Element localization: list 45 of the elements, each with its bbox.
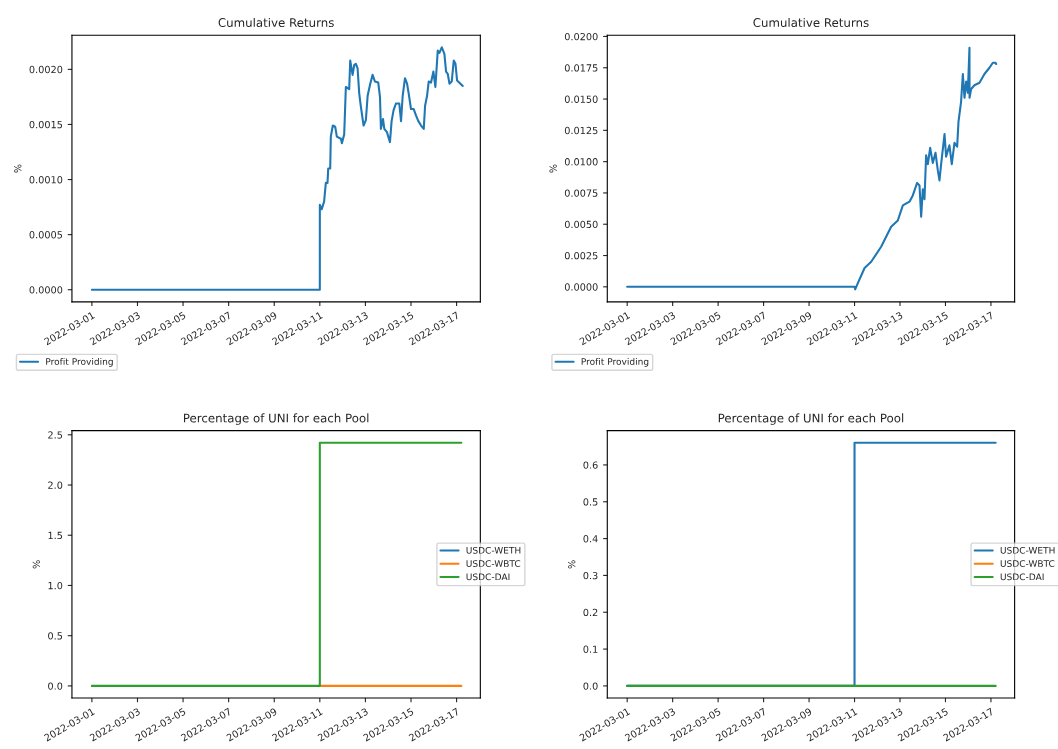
y-tick-label: 0.0020 [29, 65, 63, 74]
y-tick-label: 0.0100 [564, 158, 598, 166]
y-tick-label: 0.0050 [564, 220, 598, 229]
legend-label: Profit Providing [581, 357, 649, 367]
y-tick-label: 0.1 [583, 645, 598, 653]
line-series [90, 46, 464, 291]
y-axis-title: % [14, 164, 22, 173]
y-axis-title: % [549, 164, 557, 173]
legend-label: USDC-DAI [1000, 573, 1044, 581]
y-tick-label: 0.0010 [29, 176, 63, 184]
y-tick-label: 0.0200 [564, 32, 598, 41]
y-tick-label: 0.0175 [564, 64, 598, 72]
y-tick-label: 2.0 [48, 481, 63, 489]
y-tick-label: 0.0 [48, 682, 63, 690]
y-tick-label: 0.0000 [564, 283, 598, 291]
y-tick-label: 0.0005 [29, 231, 63, 239]
y-tick-label: 0.0025 [564, 252, 598, 260]
chart-title: Cumulative Returns [218, 17, 334, 28]
legend-label: USDC-WETH [466, 546, 521, 554]
chart-title: Percentage of UNI for each Pool [183, 413, 369, 425]
legend-label: USDC-WBTC [1000, 560, 1055, 567]
y-tick-label: 0.0125 [564, 126, 598, 135]
y-tick-label: 0.2 [583, 608, 598, 617]
legend-label: USDC-WBTC [466, 560, 521, 567]
y-axis-title: % [568, 560, 576, 569]
y-tick-label: 0.5 [583, 498, 598, 506]
y-tick-label: 0.0015 [29, 120, 63, 129]
y-tick-label: 0.0075 [564, 189, 598, 197]
legend-label: USDC-WETH [1000, 546, 1055, 554]
legend-label: Profit Providing [46, 357, 113, 367]
y-tick-label: 1.5 [48, 531, 63, 540]
y-tick-label: 0.6 [583, 461, 598, 469]
chart-title: Percentage of UNI for each Pool [718, 413, 904, 425]
y-tick-label: 0.0000 [29, 286, 63, 294]
legend-label: USDC-DAI [466, 573, 510, 581]
y-axis-title: % [32, 560, 41, 569]
y-tick-label: 2.5 [48, 431, 63, 439]
y-tick-label: 0.3 [583, 571, 598, 580]
y-tick-label: 1.0 [48, 581, 63, 590]
y-tick-label: 0.5 [48, 632, 63, 640]
line-series [626, 46, 998, 291]
y-tick-label: 0.0 [583, 682, 598, 690]
y-tick-label: 0.0150 [564, 95, 598, 103]
y-tick-label: 0.4 [583, 535, 598, 543]
chart-title: Cumulative Returns [753, 17, 869, 28]
